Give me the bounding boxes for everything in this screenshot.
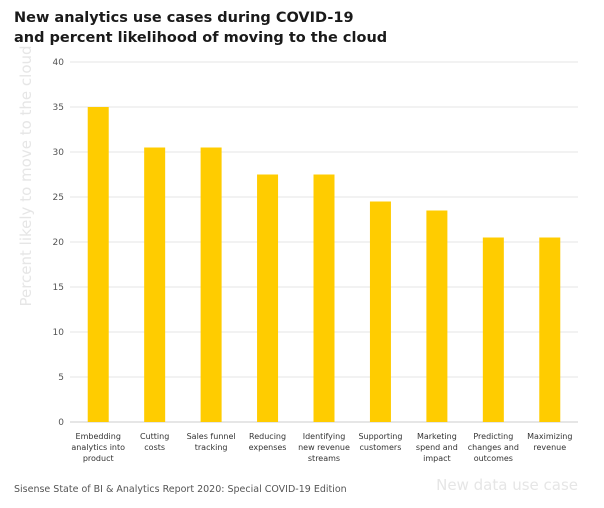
x-category-label: streams bbox=[308, 454, 340, 463]
x-category-label: new revenue bbox=[298, 443, 350, 452]
bar bbox=[144, 147, 166, 422]
y-tick-label: 20 bbox=[53, 238, 65, 248]
chart-title-line-1: New analytics use cases during COVID-19 bbox=[14, 10, 354, 26]
x-category-label: Embedding bbox=[76, 432, 121, 441]
x-category-label: spend and bbox=[416, 443, 458, 452]
x-category-label: impact bbox=[423, 454, 451, 463]
bar bbox=[87, 107, 109, 422]
y-tick-label: 35 bbox=[53, 103, 64, 113]
x-category-label: Maximizing bbox=[527, 432, 572, 441]
y-axis-ticks: 0 5 10 15 20 25 30 35 40 bbox=[53, 58, 65, 428]
x-category-label: expenses bbox=[249, 443, 287, 452]
x-category-label: Cutting bbox=[140, 432, 169, 441]
y-tick-label: 10 bbox=[53, 328, 65, 338]
y-tick-label: 25 bbox=[53, 193, 64, 203]
x-axis-title: New data use case bbox=[436, 476, 578, 494]
bar bbox=[539, 237, 561, 422]
bar bbox=[426, 210, 448, 422]
y-tick-label: 30 bbox=[53, 148, 65, 158]
x-category-label: Reducing bbox=[249, 432, 286, 441]
x-category-label: customers bbox=[360, 443, 402, 452]
x-category-label: Identifying bbox=[303, 432, 346, 441]
x-category-label: revenue bbox=[533, 443, 566, 452]
y-tick-label: 40 bbox=[53, 58, 65, 68]
bar bbox=[313, 174, 335, 422]
y-tick-label: 0 bbox=[58, 418, 64, 428]
y-axis-title: Percent likely to move to the cloud bbox=[17, 45, 35, 306]
bar bbox=[369, 201, 391, 422]
x-category-label: Sales funnel bbox=[187, 432, 236, 441]
bars bbox=[87, 107, 561, 422]
bar bbox=[482, 237, 504, 422]
bar bbox=[200, 147, 222, 422]
x-category-label: tracking bbox=[195, 443, 228, 452]
chart-title: New analytics use cases during COVID-19 … bbox=[14, 8, 594, 48]
bar bbox=[257, 174, 279, 422]
x-category-label: analytics into bbox=[71, 443, 125, 452]
x-category-label: Predicting bbox=[473, 432, 513, 441]
x-category-label: outcomes bbox=[474, 454, 513, 463]
y-tick-label: 15 bbox=[53, 283, 64, 293]
source-note: Sisense State of BI & Analytics Report 2… bbox=[14, 484, 347, 495]
x-category-label: product bbox=[83, 454, 114, 463]
x-category-label: costs bbox=[144, 443, 165, 452]
chart-title-line-2: and percent likelihood of moving to the … bbox=[14, 30, 388, 46]
x-axis-categories: Embedding analytics into product Cutting cos… bbox=[71, 432, 572, 463]
y-tick-label: 5 bbox=[58, 373, 64, 383]
x-category-label: Marketing bbox=[417, 432, 457, 441]
x-category-label: changes and bbox=[468, 443, 519, 452]
x-category-label: Supporting bbox=[358, 432, 402, 441]
